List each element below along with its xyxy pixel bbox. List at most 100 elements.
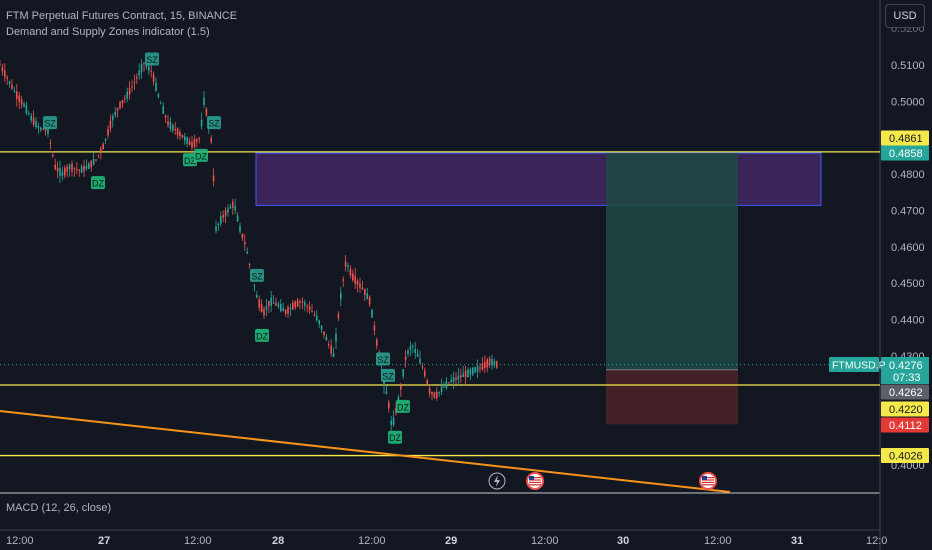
candle-body <box>361 287 364 290</box>
price-tag-box <box>881 145 929 161</box>
candle-body <box>400 385 402 390</box>
candle-body <box>66 167 68 172</box>
zone-label-box <box>43 116 57 130</box>
x-tick-label: 12:00 <box>704 535 732 547</box>
candle-body <box>73 167 76 169</box>
candle-body <box>97 155 100 157</box>
countdown-timer: 07:33 <box>893 372 921 384</box>
candle-body <box>179 132 181 137</box>
candle-body <box>169 122 172 129</box>
candle-body <box>13 90 16 92</box>
candle-body <box>354 275 356 284</box>
candle-body <box>102 143 104 150</box>
candle-body <box>440 386 443 392</box>
candle-body <box>80 166 83 173</box>
candle-body <box>424 370 426 377</box>
candle-body <box>40 127 42 131</box>
candle-body <box>88 163 90 169</box>
candle-body <box>64 167 66 176</box>
price-tag-red: 0.4112 <box>881 417 929 433</box>
candle-body <box>92 159 95 165</box>
candle-body <box>332 353 335 357</box>
candle-body <box>236 215 239 222</box>
candle-body <box>260 303 263 312</box>
demand-zone-label: DZ <box>194 148 208 162</box>
current-price-value: 0.4276 <box>889 360 923 372</box>
candle-body <box>126 91 128 99</box>
candle-body <box>412 345 414 347</box>
indicator-title[interactable]: Demand and Supply Zones indicator (1.5) <box>6 26 210 38</box>
zone-label-text: DZ <box>92 179 104 189</box>
us-flag-event-icon[interactable] <box>526 472 544 490</box>
x-tick-label: 12:0 <box>866 535 887 547</box>
price-tag-yellow: 0.4026 <box>881 448 929 464</box>
candle-body <box>296 300 299 307</box>
candle-body <box>241 233 244 239</box>
candle-body <box>42 128 44 130</box>
candle-body <box>390 420 392 425</box>
candle-body <box>186 137 188 144</box>
us-flag-event-icon[interactable] <box>699 472 717 490</box>
candle-body <box>227 208 229 213</box>
candle-body <box>244 241 246 245</box>
price-tag-box <box>881 448 929 464</box>
candle-body <box>136 77 138 79</box>
x-tick-label: 12:00 <box>6 535 34 547</box>
x-tick-label: 28 <box>272 535 284 547</box>
candle-body <box>157 94 160 97</box>
zone-label-box <box>376 352 390 366</box>
macd-indicator-label[interactable]: MACD (12, 26, close) <box>6 502 112 514</box>
candle-body <box>188 140 191 146</box>
candle-body <box>294 301 296 308</box>
candle-body <box>90 160 92 168</box>
y-tick-label: 0.4700 <box>891 205 925 217</box>
candle-body <box>373 325 376 331</box>
flag-icon-ring <box>699 472 717 490</box>
flag-stripe <box>529 484 541 486</box>
candle-body <box>431 392 433 395</box>
currency-button[interactable]: USD <box>885 4 925 28</box>
candle-body <box>445 381 448 388</box>
candle-body <box>472 367 474 375</box>
candle-body <box>160 103 162 105</box>
supply-zone-label: SZ <box>43 116 57 130</box>
candle-body <box>272 302 275 304</box>
zone-label-text: SZ <box>44 119 56 129</box>
candle-body <box>95 159 97 161</box>
candle-body <box>344 261 347 267</box>
candle-body <box>407 350 409 355</box>
price-tag-teal: 0.4858 <box>881 145 929 161</box>
candle-body <box>253 285 256 287</box>
candle-body <box>323 331 325 335</box>
price-tag-gray: 0.4262 <box>881 384 929 400</box>
candle-body <box>128 88 131 95</box>
candle-body <box>383 378 385 387</box>
candle-body <box>150 70 152 72</box>
candle-body <box>347 265 349 267</box>
zone-label-box <box>207 116 221 130</box>
candle-body <box>164 115 167 118</box>
candle-body <box>277 304 280 307</box>
lightning-event-icon[interactable] <box>488 472 506 490</box>
candle-body <box>191 141 193 149</box>
candle-body <box>8 81 11 84</box>
candle-body <box>112 116 114 121</box>
flag-icon-ring <box>526 472 544 490</box>
candle-body <box>32 117 35 125</box>
zone-label-text: SZ <box>251 271 263 281</box>
zone-label-box <box>194 148 208 162</box>
candle-body <box>145 65 148 67</box>
flag-stripe <box>702 481 714 483</box>
candle-body <box>138 70 140 76</box>
candle-body <box>462 373 464 378</box>
zone-label-box <box>396 399 410 413</box>
candle-body <box>292 302 294 310</box>
candle-body <box>6 77 8 79</box>
candle-body <box>11 84 13 89</box>
flag-stripe <box>702 484 714 486</box>
zone-label-text: SZ <box>377 355 389 365</box>
candle-body <box>109 120 112 129</box>
symbol-title[interactable]: FTM Perpetual Futures Contract, 15, BINA… <box>6 10 238 22</box>
